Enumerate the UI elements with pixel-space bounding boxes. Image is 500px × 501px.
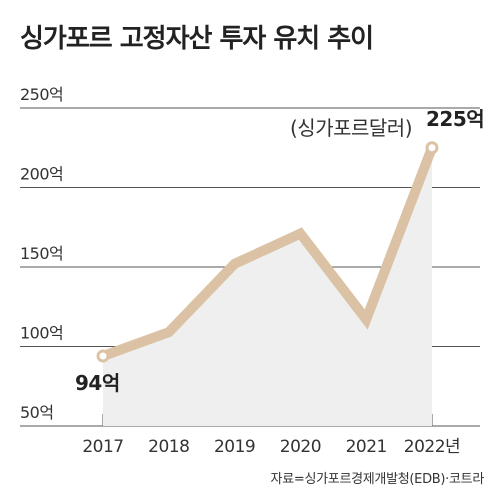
y-tick-label: 250억 xyxy=(20,85,63,104)
y-tick-label: 50억 xyxy=(20,403,54,422)
y-tick-label: 200억 xyxy=(20,165,63,184)
data-point xyxy=(96,349,110,363)
label-layer: 250억 200억 150억 100억 50억 2017 2018 2019 2020 2021 2… xyxy=(20,85,485,457)
x-tick-label: 2017 xyxy=(82,437,123,457)
x-tick-label: 2019 xyxy=(214,437,255,457)
data-label: 225억 xyxy=(426,107,484,131)
points-layer xyxy=(96,141,439,363)
y-tick-label: 150억 xyxy=(20,244,63,263)
x-tick-label: 2022년 xyxy=(404,437,460,457)
unit-note: (싱가포르달러) xyxy=(290,116,413,140)
chart-title: 싱가포르 고정자산 투자 유치 추이 xyxy=(20,24,374,54)
area-fill xyxy=(103,147,432,426)
x-tick-label: 2021 xyxy=(346,437,387,457)
x-tick-label: 2020 xyxy=(280,437,321,457)
series-line xyxy=(101,145,437,361)
x-tick-label: 2018 xyxy=(148,437,189,457)
data-label: 94억 xyxy=(75,371,120,395)
data-point xyxy=(425,141,439,155)
y-tick-label: 100억 xyxy=(20,324,63,343)
source-note: 자료=싱가포르경제개발청(EDB)·코트라 xyxy=(270,472,485,487)
